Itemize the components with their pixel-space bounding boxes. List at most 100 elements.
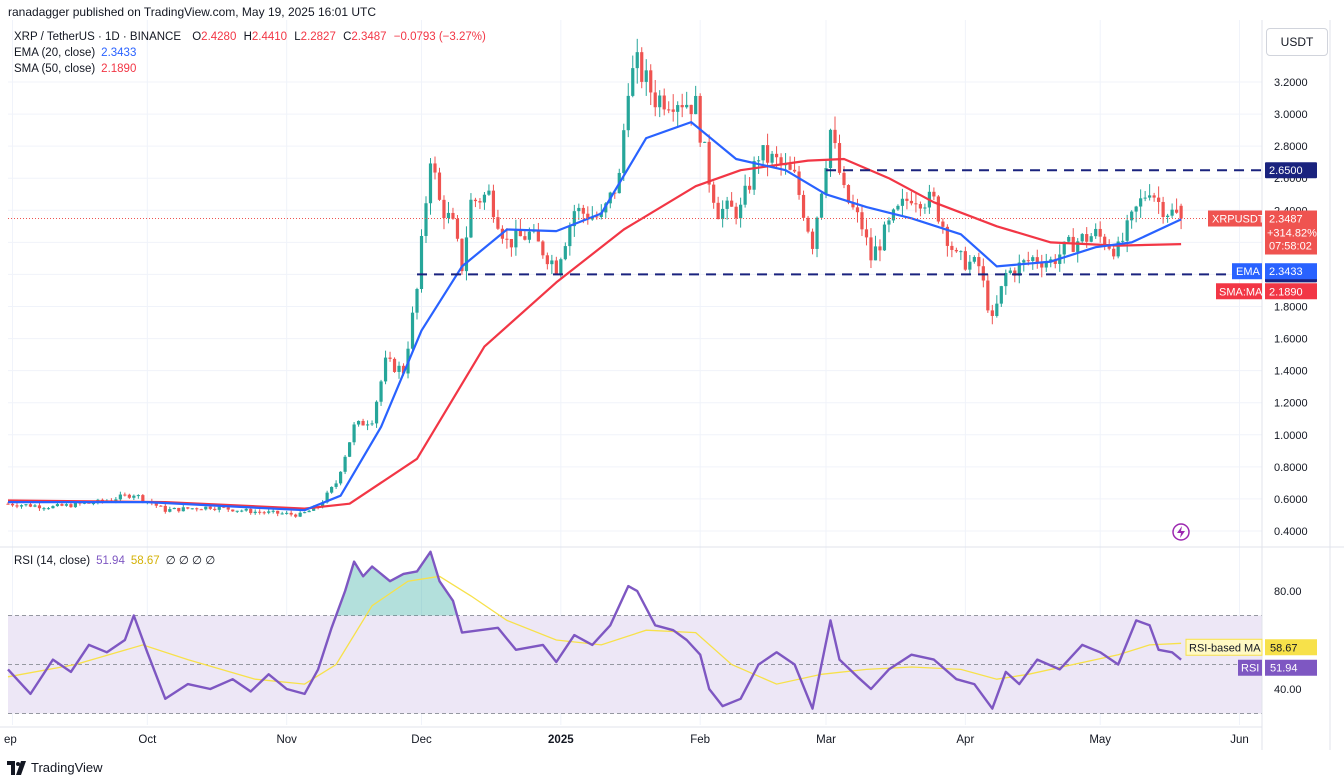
legend-rsi-extra: ∅ ∅ ∅ ∅ (165, 555, 216, 567)
candle-body (860, 212, 864, 230)
candle-body (842, 172, 846, 186)
candle-body (208, 506, 212, 509)
tradingview-brand[interactable]: TradingView (7, 760, 103, 775)
legend-rsi-row[interactable]: RSI (14, close) 51.94 58.67 ∅ ∅ ∅ ∅ (14, 553, 215, 567)
candle-body (963, 251, 967, 270)
candle-body (833, 129, 837, 144)
candle-body (87, 502, 91, 504)
candle-body (765, 145, 770, 163)
rsi-tag-label: RSI (1241, 663, 1259, 675)
lightning-icon-bolt (1177, 526, 1185, 538)
legend-open: O2.4280 (192, 31, 236, 43)
candle-body (46, 508, 51, 510)
legend-rsi-value: 51.94 (96, 555, 125, 567)
candle-body (761, 145, 765, 161)
candle-body (186, 507, 190, 509)
candle-body (1148, 195, 1152, 198)
candle-body (954, 249, 958, 252)
level-label: 2.6500 (1269, 165, 1303, 177)
candle-body (1161, 201, 1165, 217)
tradingview-brand-label: TradingView (31, 760, 103, 775)
candle-body (1067, 236, 1071, 242)
sma-tag-value: 2.1890 (1269, 286, 1303, 298)
candle-body (905, 198, 909, 201)
currency-button[interactable]: USDT (1266, 28, 1328, 56)
candle-body (640, 52, 644, 82)
candle-body (1170, 209, 1174, 216)
candle-body (1013, 270, 1017, 276)
candle-body (1175, 209, 1179, 213)
candle-body (190, 508, 194, 510)
candle-body (392, 358, 397, 372)
last-price-change: +314.82% (1267, 228, 1317, 240)
candle-body (559, 259, 563, 274)
price-labels: 2.65002.0000XRPUSDT2.3487+314.82%07:58:0… (1185, 162, 1317, 676)
candle-body (446, 212, 451, 219)
candle-body (658, 95, 662, 108)
rsi-overbought-fill (336, 551, 458, 616)
legend-open-value: 2.4280 (201, 31, 237, 43)
candle-body (878, 246, 882, 251)
candle-body (770, 153, 774, 163)
candle-body (249, 508, 253, 514)
legend-low: L2.2827 (294, 31, 336, 43)
candle-body (240, 510, 244, 512)
candle-body (518, 229, 522, 237)
candle-body (451, 212, 455, 219)
time-axis-tick: ep (4, 734, 17, 746)
candle-body (1152, 195, 1156, 198)
candle-body (1094, 228, 1098, 237)
candle-body (123, 494, 127, 496)
candle-body (586, 213, 590, 220)
candle-body (1085, 234, 1089, 242)
sma-tag-value-bg (1265, 283, 1317, 300)
candle-body (478, 201, 482, 203)
candle-body (428, 163, 433, 204)
candle-body (779, 157, 783, 165)
candle-body (1004, 272, 1008, 287)
candle-body (379, 381, 383, 402)
price-axis-tick: 0.6000 (1274, 494, 1308, 506)
candle-body (959, 251, 963, 253)
candle-body (676, 105, 680, 112)
candle-body (82, 502, 87, 504)
candle-body (312, 506, 316, 511)
candle-body (69, 504, 73, 508)
candle-body (855, 207, 860, 213)
candle-body (999, 286, 1003, 304)
candle-body (91, 503, 95, 505)
candle-body (51, 506, 55, 509)
price-axis-tick: 3.2000 (1274, 77, 1308, 89)
rsi-ma-tag-value: 58.67 (1270, 642, 1298, 654)
candle-body (401, 365, 406, 374)
candle-body (649, 70, 653, 93)
candle-body (168, 509, 172, 512)
candle-body (1143, 197, 1147, 199)
candle-body (235, 510, 239, 512)
candle-body (788, 164, 792, 170)
candle-body (285, 512, 289, 514)
lightning-icon-ring (1172, 523, 1190, 541)
legend-sma-row[interactable]: SMA (50, close) 2.1890 (14, 63, 136, 75)
candle-body (536, 230, 540, 242)
candle-body (127, 494, 131, 498)
candle-body (253, 511, 257, 514)
legend-low-label: L (294, 31, 301, 43)
candle-body (757, 160, 761, 162)
candle-body (303, 512, 307, 514)
legend-ema-row[interactable]: EMA (20, close) 2.3433 (14, 47, 136, 59)
candle-body (514, 229, 518, 248)
candle-body (217, 506, 221, 510)
candle-body (1008, 270, 1012, 273)
candle-body (415, 289, 419, 313)
candle-body (599, 212, 603, 218)
candle-body (968, 261, 972, 270)
price-axis-tick: 1.6000 (1274, 334, 1308, 346)
candle-body (730, 200, 734, 207)
candle-body (914, 203, 918, 205)
legend-symbol: XRP / TetherUS · 1D · BINANCE (14, 31, 182, 43)
candle-body (487, 190, 491, 195)
candle-body (527, 231, 531, 240)
candle-body (1125, 220, 1129, 241)
